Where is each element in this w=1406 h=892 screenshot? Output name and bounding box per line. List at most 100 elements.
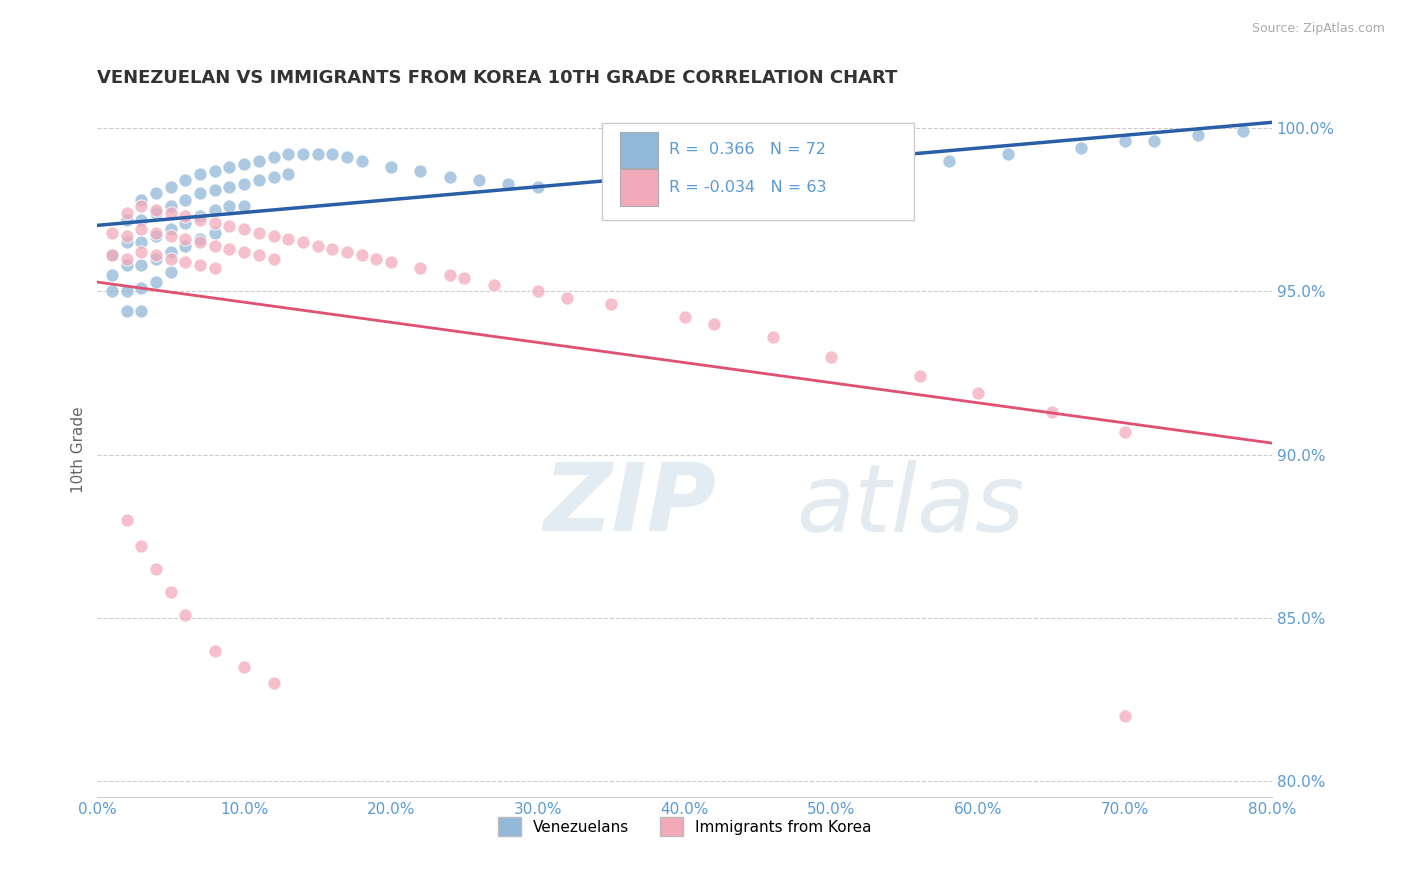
Point <box>101 248 124 262</box>
Point <box>174 173 197 187</box>
Point <box>600 186 623 201</box>
Point <box>247 173 270 187</box>
Point <box>174 193 197 207</box>
Point <box>820 350 842 364</box>
Point <box>1070 141 1092 155</box>
Point <box>762 330 785 344</box>
Point <box>307 238 329 252</box>
Point <box>291 147 314 161</box>
Point <box>277 147 299 161</box>
Point <box>409 163 432 178</box>
Point <box>1232 124 1254 138</box>
Point <box>1114 708 1136 723</box>
Point <box>174 216 197 230</box>
Point <box>380 161 402 175</box>
Point <box>468 173 491 187</box>
Point <box>131 193 153 207</box>
Point <box>115 258 138 272</box>
Point <box>218 179 240 194</box>
Point <box>1143 134 1166 148</box>
Point <box>555 291 578 305</box>
Point <box>263 676 285 690</box>
Point <box>380 255 402 269</box>
FancyBboxPatch shape <box>620 169 658 205</box>
Point <box>101 248 124 262</box>
Point <box>101 268 124 282</box>
Text: ZIP: ZIP <box>544 459 717 551</box>
Point <box>498 177 520 191</box>
Point <box>865 161 887 175</box>
Point <box>277 232 299 246</box>
Point <box>174 255 197 269</box>
Point <box>703 317 725 331</box>
Point <box>233 199 256 213</box>
Point <box>159 252 181 266</box>
Point <box>233 177 256 191</box>
Point <box>733 189 755 203</box>
Point <box>997 147 1019 161</box>
Point <box>1187 128 1209 142</box>
Point <box>174 607 197 622</box>
Point <box>967 385 990 400</box>
Point <box>703 179 725 194</box>
Point <box>263 228 285 243</box>
Point <box>263 170 285 185</box>
Point <box>204 216 226 230</box>
Point <box>204 261 226 276</box>
Point <box>145 562 167 576</box>
Point <box>218 199 240 213</box>
Point <box>145 206 167 220</box>
Text: Source: ZipAtlas.com: Source: ZipAtlas.com <box>1251 22 1385 36</box>
Point <box>145 226 167 240</box>
Point <box>131 212 153 227</box>
Point <box>115 252 138 266</box>
Point <box>131 304 153 318</box>
Point <box>247 226 270 240</box>
Point <box>321 147 343 161</box>
Point <box>131 281 153 295</box>
Point <box>233 245 256 260</box>
Point <box>188 235 211 250</box>
Text: VENEZUELAN VS IMMIGRANTS FROM KOREA 10TH GRADE CORRELATION CHART: VENEZUELAN VS IMMIGRANTS FROM KOREA 10TH… <box>97 69 897 87</box>
Point <box>188 167 211 181</box>
Point <box>218 219 240 233</box>
Text: atlas: atlas <box>796 460 1025 551</box>
Text: R = -0.034   N = 63: R = -0.034 N = 63 <box>669 180 827 195</box>
Text: R =  0.366   N = 72: R = 0.366 N = 72 <box>669 143 827 158</box>
Point <box>188 232 211 246</box>
Point <box>145 202 167 217</box>
Point <box>115 212 138 227</box>
Point <box>101 285 124 299</box>
Point <box>366 252 388 266</box>
Point <box>174 209 197 223</box>
Point <box>115 304 138 318</box>
Point <box>131 199 153 213</box>
Point <box>1114 425 1136 439</box>
Point <box>145 252 167 266</box>
FancyBboxPatch shape <box>602 123 914 220</box>
Point <box>247 153 270 168</box>
Point <box>159 245 181 260</box>
Point <box>336 245 359 260</box>
Point <box>115 206 138 220</box>
Point <box>204 238 226 252</box>
Point <box>145 248 167 262</box>
Point <box>1040 405 1063 419</box>
Point <box>159 179 181 194</box>
FancyBboxPatch shape <box>620 132 658 168</box>
Point <box>131 222 153 236</box>
Point <box>204 202 226 217</box>
Point <box>115 285 138 299</box>
Point <box>218 161 240 175</box>
Point <box>938 153 960 168</box>
Legend: Venezuelans, Immigrants from Korea: Venezuelans, Immigrants from Korea <box>492 811 877 842</box>
Point <box>131 235 153 250</box>
Point <box>218 242 240 256</box>
Point <box>439 268 461 282</box>
Point <box>233 660 256 674</box>
Point <box>527 285 550 299</box>
Point <box>131 539 153 553</box>
Point <box>159 222 181 236</box>
Point <box>131 245 153 260</box>
Point <box>188 212 211 227</box>
